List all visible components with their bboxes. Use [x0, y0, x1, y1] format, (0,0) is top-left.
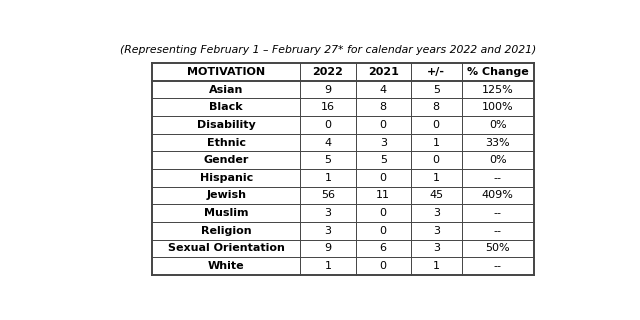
Text: 0%: 0% — [489, 120, 507, 130]
Text: --: -- — [494, 226, 502, 236]
Text: Hispanic: Hispanic — [200, 173, 253, 183]
Text: 50%: 50% — [486, 244, 510, 253]
Text: 0: 0 — [324, 120, 332, 130]
Text: 56: 56 — [321, 190, 335, 200]
Text: Muslim: Muslim — [204, 208, 248, 218]
Text: --: -- — [494, 261, 502, 271]
Text: Sexual Orientation: Sexual Orientation — [168, 244, 285, 253]
Text: Ethnic: Ethnic — [207, 138, 246, 148]
Text: 33%: 33% — [486, 138, 510, 148]
Text: 9: 9 — [324, 244, 332, 253]
Text: 1: 1 — [433, 138, 440, 148]
Text: 4: 4 — [324, 138, 332, 148]
Text: 11: 11 — [376, 190, 390, 200]
Text: 125%: 125% — [482, 84, 514, 94]
Text: 3: 3 — [324, 208, 332, 218]
Text: White: White — [208, 261, 244, 271]
Text: Jewish: Jewish — [206, 190, 246, 200]
Text: Religion: Religion — [201, 226, 252, 236]
Text: 45: 45 — [429, 190, 444, 200]
Text: 0: 0 — [433, 120, 440, 130]
Text: 3: 3 — [433, 226, 440, 236]
Text: Black: Black — [209, 102, 243, 112]
Text: 3: 3 — [380, 138, 387, 148]
Text: 1: 1 — [324, 173, 332, 183]
Text: 1: 1 — [433, 173, 440, 183]
Text: Disability: Disability — [197, 120, 255, 130]
Text: 1: 1 — [324, 261, 332, 271]
Text: 0: 0 — [380, 120, 387, 130]
Text: Asian: Asian — [209, 84, 243, 94]
Text: 0: 0 — [380, 226, 387, 236]
Text: (Representing February 1 – February 27* for calendar years 2022 and 2021): (Representing February 1 – February 27* … — [120, 44, 536, 54]
Text: 8: 8 — [380, 102, 387, 112]
Text: 0: 0 — [380, 208, 387, 218]
Text: 16: 16 — [321, 102, 335, 112]
Text: 5: 5 — [433, 84, 440, 94]
Text: 5: 5 — [380, 155, 387, 165]
Text: MOTIVATION: MOTIVATION — [187, 67, 265, 77]
Text: +/-: +/- — [428, 67, 445, 77]
Text: 100%: 100% — [482, 102, 513, 112]
Text: 0: 0 — [380, 261, 387, 271]
Text: 2021: 2021 — [368, 67, 399, 77]
Text: --: -- — [494, 173, 502, 183]
Text: 6: 6 — [380, 244, 387, 253]
Text: 409%: 409% — [482, 190, 514, 200]
Text: Gender: Gender — [204, 155, 249, 165]
Text: 0: 0 — [380, 173, 387, 183]
Text: --: -- — [494, 208, 502, 218]
Text: 2022: 2022 — [312, 67, 344, 77]
Text: 0: 0 — [433, 155, 440, 165]
Text: 5: 5 — [324, 155, 332, 165]
Text: 0%: 0% — [489, 155, 507, 165]
Text: 3: 3 — [324, 226, 332, 236]
Text: 9: 9 — [324, 84, 332, 94]
Text: 4: 4 — [380, 84, 387, 94]
Text: 3: 3 — [433, 208, 440, 218]
Text: 3: 3 — [433, 244, 440, 253]
Text: 8: 8 — [433, 102, 440, 112]
Text: 1: 1 — [433, 261, 440, 271]
Text: % Change: % Change — [467, 67, 529, 77]
